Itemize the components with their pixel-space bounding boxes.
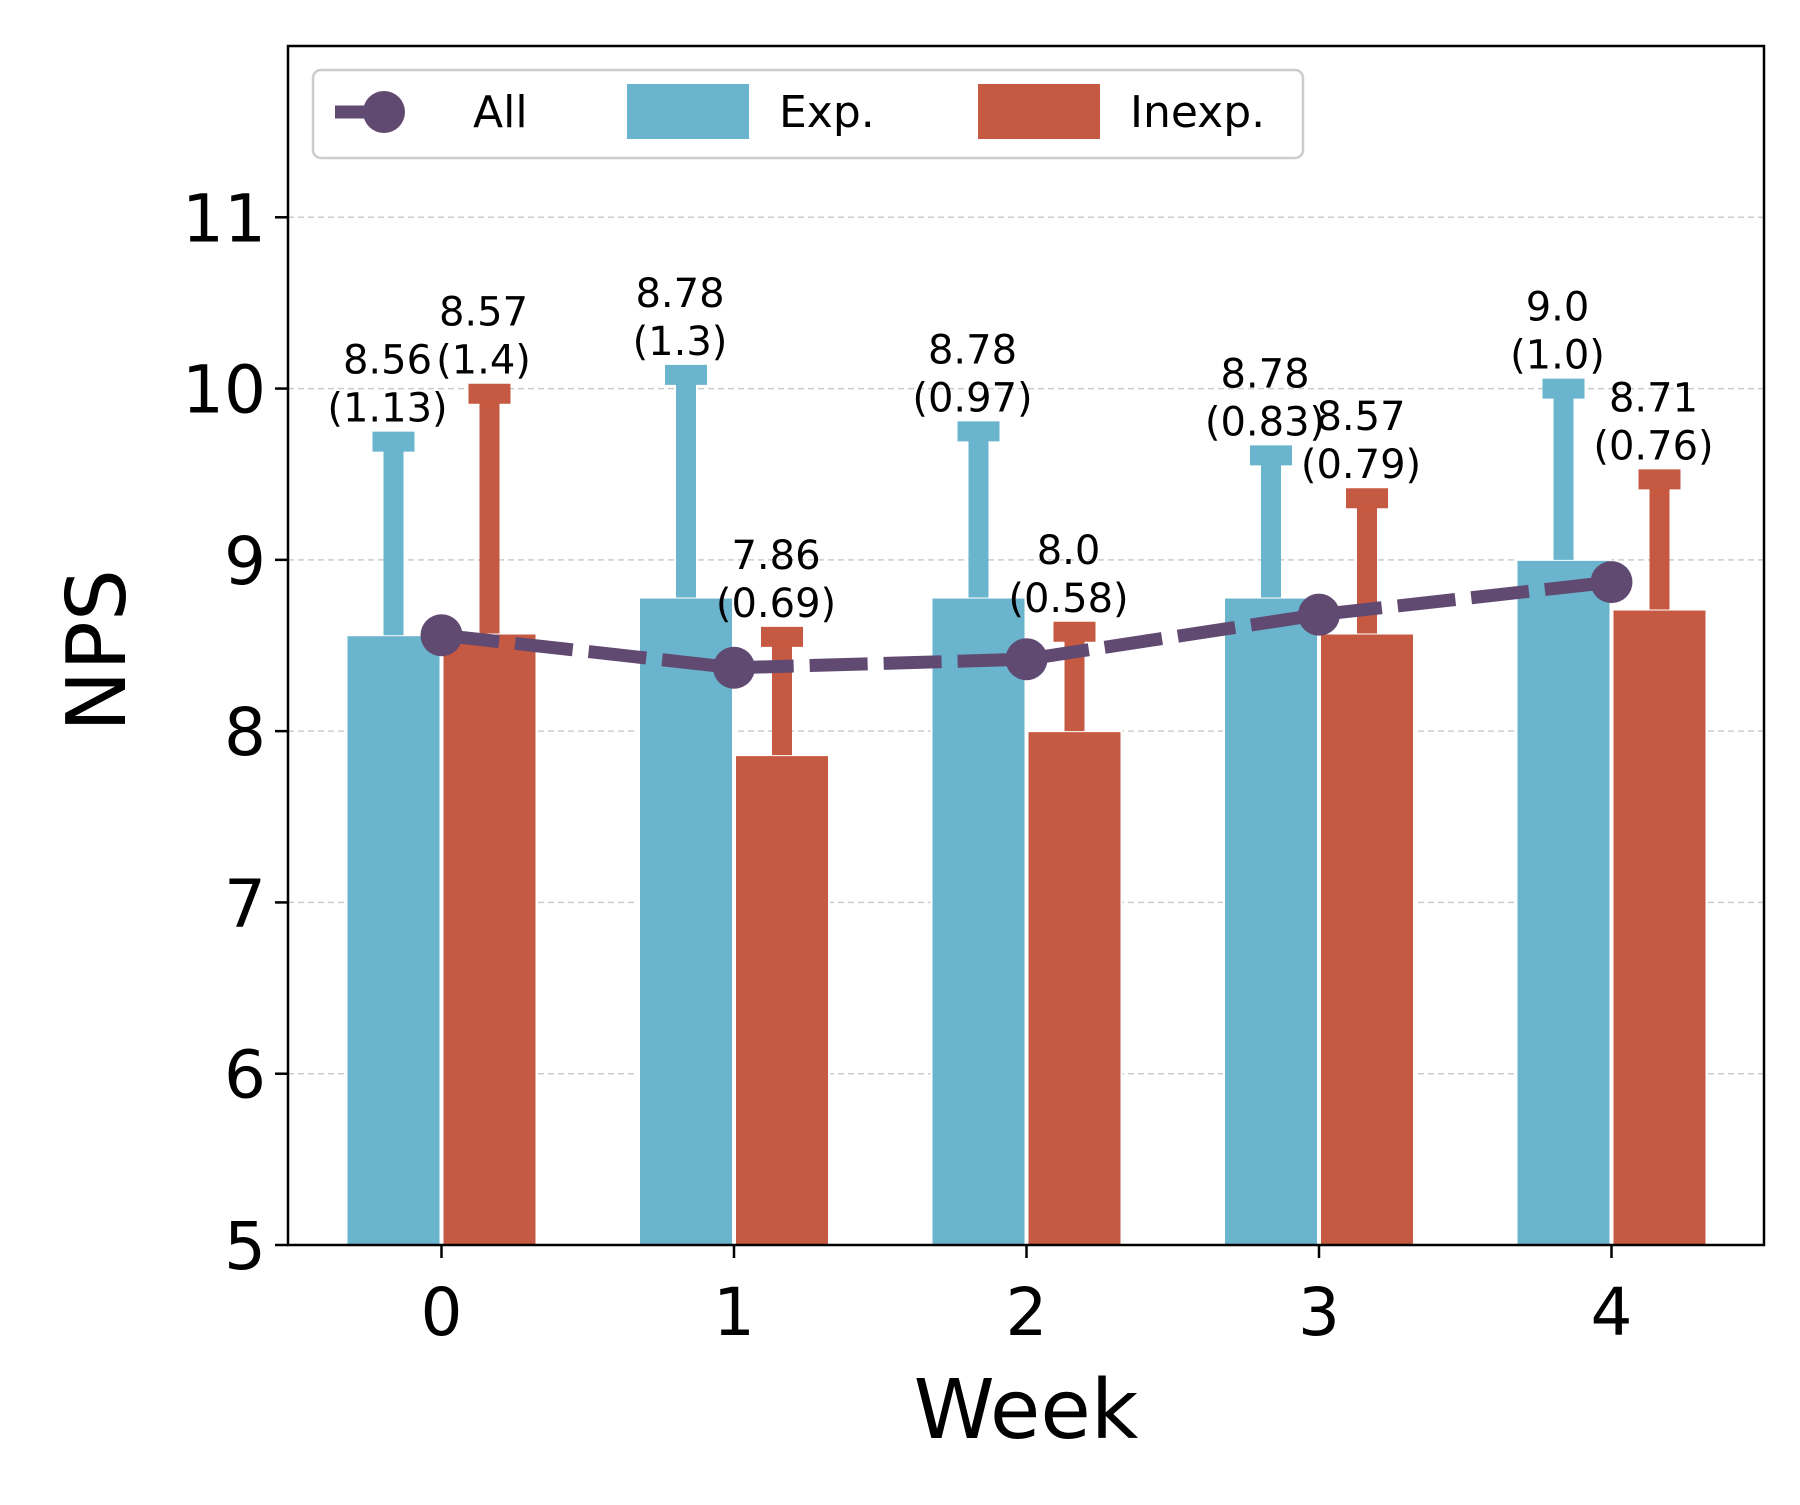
exp-bar-week-3 xyxy=(1223,596,1319,1246)
exp-bar-week-0 xyxy=(345,634,442,1246)
all-marker-week-1 xyxy=(713,646,755,689)
inexp-sd-label-week-1: (0.69) xyxy=(716,581,836,627)
inexp-value-label-week-3: 8.57 xyxy=(1316,394,1405,440)
inexp-bar-week-2 xyxy=(1026,730,1123,1246)
exp-value-label-week-2: 8.78 xyxy=(928,327,1017,373)
inexp-bar-week-3 xyxy=(1319,632,1415,1246)
x-tick-label-3: 3 xyxy=(1298,1274,1340,1351)
y-tick-label-6: 6 xyxy=(224,1037,266,1114)
legend-all-marker xyxy=(363,91,405,133)
all-line-series xyxy=(420,561,1633,689)
legend: All Exp. Inexp. xyxy=(311,68,1305,160)
y-tick-label-7: 7 xyxy=(224,865,266,942)
all-marker-week-0 xyxy=(420,614,463,657)
exp-value-label-week-1: 8.78 xyxy=(635,271,724,317)
legend-exp-label: Exp. xyxy=(779,87,875,138)
legend-inexp-swatch xyxy=(978,84,1100,139)
inexp-bar-week-4 xyxy=(1611,608,1708,1246)
exp-value-label-week-3: 8.78 xyxy=(1220,351,1309,397)
y-tick-label-8: 8 xyxy=(224,694,266,771)
inexp-sd-label-week-4: (0.76) xyxy=(1593,423,1713,469)
inexp-sd-label-week-0: (1.4) xyxy=(436,338,531,384)
legend-all-label: All xyxy=(473,87,528,138)
x-tick-label-1: 1 xyxy=(713,1274,755,1351)
exp-value-label-week-0: 8.56 xyxy=(343,338,432,384)
x-tick-label-2: 2 xyxy=(1006,1274,1048,1351)
error-bars xyxy=(372,364,1681,756)
axes: 5 6 7 8 9 10 11 0 1 2 3 4 Week NPS xyxy=(50,44,1766,1458)
y-axis-title: NPS xyxy=(50,569,145,732)
exp-sd-label-week-1: (1.3) xyxy=(633,319,728,365)
exp-bar-week-4 xyxy=(1515,558,1612,1246)
data-labels: 8.56(1.13)8.78(1.3) 8.78(0.97)8.78(0.83)9… xyxy=(327,271,1713,627)
all-marker-week-3 xyxy=(1298,593,1340,636)
all-marker-week-2 xyxy=(1005,638,1048,681)
bar-marks xyxy=(345,558,1708,1246)
legend-exp-swatch xyxy=(627,84,749,139)
exp-value-label-week-4: 9.0 xyxy=(1526,285,1590,331)
inexp-value-label-week-4: 8.71 xyxy=(1609,375,1698,421)
y-tick-label-9: 9 xyxy=(224,523,266,600)
x-tick-label-0: 0 xyxy=(421,1274,463,1351)
inexp-bar-week-1 xyxy=(734,754,830,1246)
exp-sd-label-week-4: (1.0) xyxy=(1510,333,1605,379)
y-tick-label-10: 10 xyxy=(182,352,266,429)
inexp-sd-label-week-2: (0.58) xyxy=(1008,576,1128,622)
x-tick-label-4: 4 xyxy=(1591,1274,1633,1351)
inexp-value-label-week-1: 7.86 xyxy=(731,533,820,579)
legend-inexp-label: Inexp. xyxy=(1130,87,1265,138)
exp-bar-week-2 xyxy=(930,596,1027,1246)
x-axis-title: Week xyxy=(914,1363,1139,1458)
inexp-value-label-week-0: 8.57 xyxy=(439,290,528,336)
y-tick-label-11: 11 xyxy=(182,180,266,257)
exp-sd-label-week-0: (1.13) xyxy=(327,386,447,432)
all-series-line xyxy=(440,575,1613,675)
all-marker-week-4 xyxy=(1590,561,1633,604)
inexp-sd-label-week-3: (0.79) xyxy=(1301,442,1421,488)
y-tick-label-5: 5 xyxy=(224,1208,266,1285)
inexp-value-label-week-2: 8.0 xyxy=(1037,528,1101,574)
exp-sd-label-week-2: (0.97) xyxy=(912,375,1032,421)
exp-bar-week-1 xyxy=(638,596,734,1246)
inexp-bar-week-0 xyxy=(441,632,538,1246)
exp-sd-label-week-3: (0.83) xyxy=(1205,399,1325,445)
